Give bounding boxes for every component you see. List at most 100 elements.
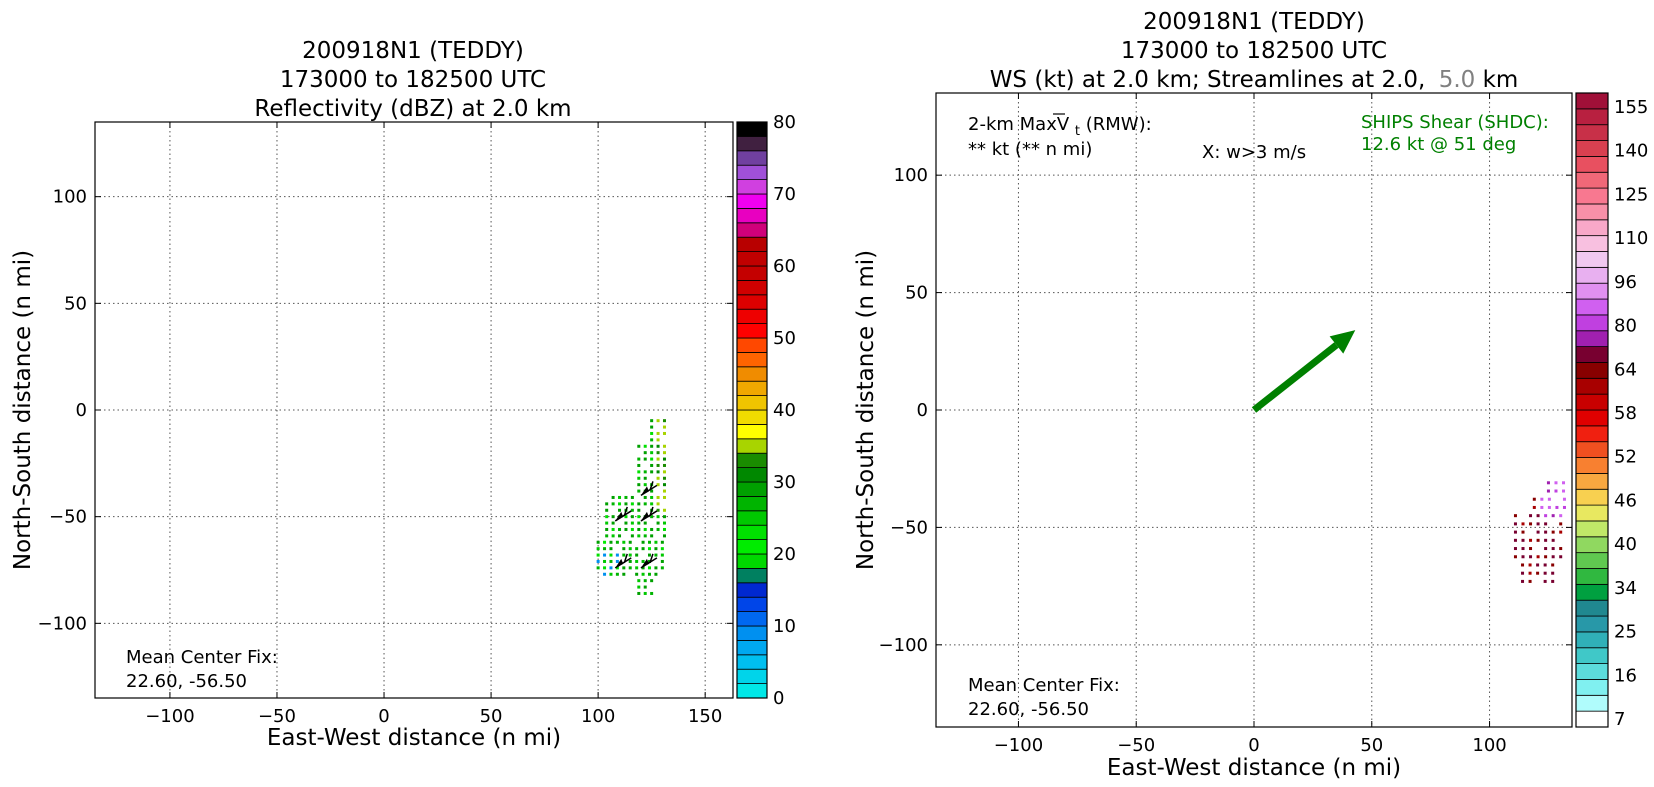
reflectivity-cell-122 xyxy=(630,495,634,499)
right-y-tick-label-4: 100 xyxy=(894,165,928,186)
reflectivity-cell-149 xyxy=(637,457,641,461)
reflectivity-cell-32 xyxy=(635,559,639,563)
right-max-wind-main: 2-km MaxV xyxy=(968,114,1070,135)
reflectivity-cell-142 xyxy=(650,470,654,474)
reflectivity-cell-126 xyxy=(662,495,666,499)
windspeed-cell-27 xyxy=(1513,538,1517,542)
windspeed-cell-54 xyxy=(1555,505,1559,509)
reflectivity-cell-92 xyxy=(605,515,609,519)
left-colorbar-bin-3 xyxy=(736,640,768,656)
reflectivity-cell-135 xyxy=(662,483,666,487)
reflectivity-cell-6 xyxy=(643,579,647,583)
reflectivity-cell-81 xyxy=(650,527,654,531)
left-grid xyxy=(95,122,733,698)
windspeed-cell-24 xyxy=(1544,547,1548,551)
reflectivity-cell-17 xyxy=(603,566,607,570)
windspeed-cell-42 xyxy=(1536,522,1540,526)
left-colorbar-bin-9 xyxy=(736,553,768,569)
right-colorbar-bin-7 xyxy=(1575,599,1609,617)
windspeed-cell-44 xyxy=(1559,522,1563,526)
reflectivity-cell-171 xyxy=(656,419,660,423)
left-colorbar-bin-14 xyxy=(736,481,768,497)
right-colorbar-bin-36 xyxy=(1575,140,1609,157)
left-colorbar-bin-23 xyxy=(736,351,768,368)
right-colorbar-bin-14 xyxy=(1575,488,1609,506)
right-colorbar-tick-label-5: 46 xyxy=(1614,490,1637,511)
reflectivity-cell-102 xyxy=(605,508,609,512)
reflectivity-cell-105 xyxy=(630,508,634,512)
left-x-tick-label-1: −50 xyxy=(258,706,296,727)
left-colorbar-bin-28 xyxy=(736,279,768,296)
reflectivity-cell-75 xyxy=(611,527,615,531)
reflectivity-cell-144 xyxy=(662,470,666,474)
right-y-tick-label-2: 0 xyxy=(917,400,928,421)
right-colorbar-bin-8 xyxy=(1575,583,1609,601)
left-colorbar-bin-39 xyxy=(736,121,768,137)
windspeed-cell-35 xyxy=(1536,530,1540,534)
reflectivity-cell-70 xyxy=(637,534,641,538)
right-colorbar-bin-1 xyxy=(1575,694,1609,712)
right-colorbar-tick-label-0: 7 xyxy=(1614,709,1625,730)
reflectivity-cell-23 xyxy=(641,566,645,570)
reflectivity-cell-47 xyxy=(603,547,607,551)
windspeed-cell-7 xyxy=(1543,571,1547,575)
right-x-ticks: −100 −50 0 50 100 xyxy=(994,93,1507,756)
windspeed-cell-6 xyxy=(1536,571,1540,575)
windspeed-cell-8 xyxy=(1551,571,1555,575)
wind-barb-flag-2 xyxy=(640,511,649,521)
left-colorbar-bin-7 xyxy=(736,582,768,598)
reflectivity-cell-159 xyxy=(643,444,647,448)
wind-barb-flag-4 xyxy=(640,558,649,568)
right-colorbar-bin-32 xyxy=(1575,203,1609,221)
reflectivity-cell-0 xyxy=(637,591,641,595)
windspeed-cell-58 xyxy=(1547,497,1551,501)
windspeed-cell-21 xyxy=(1513,547,1517,551)
reflectivity-cell-38 xyxy=(609,553,613,557)
reflectivity-cell-56 xyxy=(596,540,600,544)
reflectivity-cell-14 xyxy=(648,572,652,576)
reflectivity-cell-8 xyxy=(603,572,607,576)
reflectivity-cell-26 xyxy=(660,566,664,570)
right-colorbar-bin-27 xyxy=(1575,282,1609,300)
windspeed-cell-37 xyxy=(1551,530,1555,534)
reflectivity-cell-103 xyxy=(618,508,622,512)
windspeed-cell-60 xyxy=(1546,489,1550,493)
left-x-tick-label-4: 100 xyxy=(581,706,615,727)
reflectivity-cell-10 xyxy=(615,572,619,576)
windspeed-cell-23 xyxy=(1529,547,1533,551)
wind-barb-flag-1 xyxy=(640,486,649,496)
right-colorbar-bin-34 xyxy=(1575,171,1609,189)
left-colorbar-tick-label-3: 30 xyxy=(773,472,796,493)
reflectivity-cell-68 xyxy=(618,534,622,538)
reflectivity-cell-113 xyxy=(624,502,628,506)
wind-barb-4 xyxy=(640,553,658,569)
reflectivity-cell-120 xyxy=(618,495,622,499)
right-x-tick-label-2: 0 xyxy=(1248,735,1259,756)
left-colorbar-bin-8 xyxy=(736,568,768,584)
windspeed-cell-36 xyxy=(1544,530,1548,534)
windspeed-cell-15 xyxy=(1521,555,1525,559)
windspeed-cell-57 xyxy=(1540,497,1544,501)
left-colorbar-bin-29 xyxy=(736,265,768,281)
reflectivity-cell-72 xyxy=(650,534,654,538)
right-colorbar-bin-38 xyxy=(1575,108,1609,126)
left-x-tick-label-5: 150 xyxy=(688,706,722,727)
windspeed-cell-51 xyxy=(1532,505,1536,509)
right-colorbar xyxy=(1575,92,1609,728)
reflectivity-cell-91 xyxy=(662,521,666,525)
left-colorbar-bin-25 xyxy=(736,323,768,339)
wind-barb-flag-0 xyxy=(615,511,624,521)
reflectivity-cell-52 xyxy=(641,547,645,551)
reflectivity-cell-73 xyxy=(662,534,666,538)
windspeed-cell-9 xyxy=(1521,563,1525,567)
left-colorbar-bin-2 xyxy=(736,654,768,670)
left-colorbar-tick-label-4: 40 xyxy=(773,400,796,421)
reflectivity-cell-112 xyxy=(618,502,622,506)
right-shear-value: 12.6 kt @ 51 deg xyxy=(1361,134,1516,155)
right-max-wind-suffix: (RMW): xyxy=(1086,114,1152,135)
reflectivity-cell-33 xyxy=(641,559,645,563)
windspeed-cell-26 xyxy=(1559,547,1563,551)
windspeed-cell-48 xyxy=(1544,514,1548,518)
left-colorbar-bin-37 xyxy=(736,150,768,166)
